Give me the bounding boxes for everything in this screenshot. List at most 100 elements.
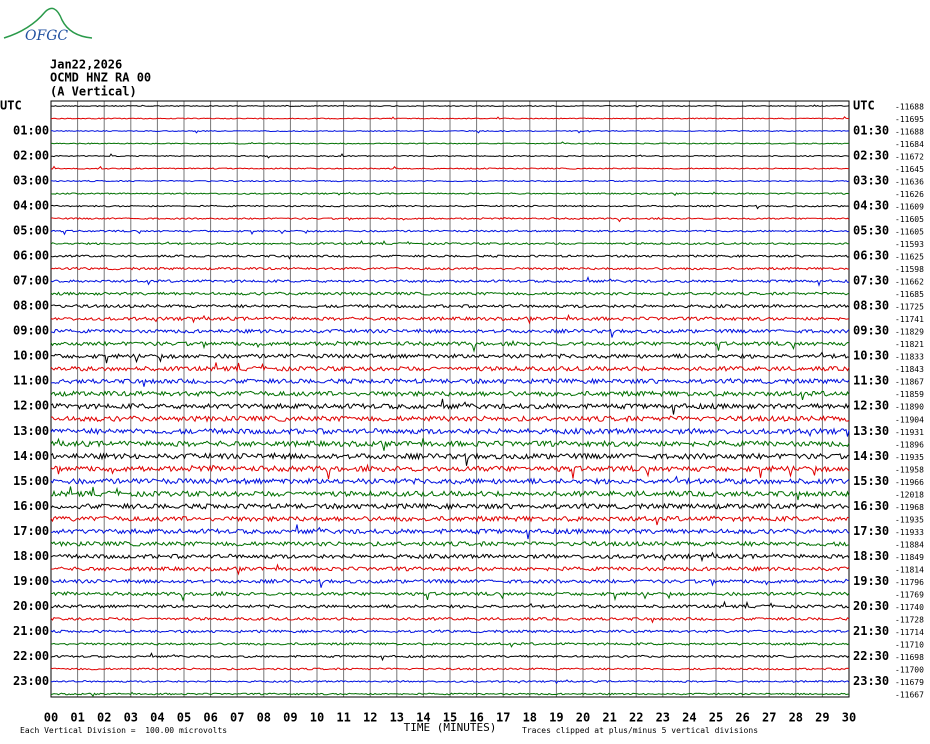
- offset-label: -11884: [895, 540, 924, 549]
- right-time-label: 10:30: [853, 349, 889, 363]
- right-time-label: 05:30: [853, 224, 889, 238]
- trace: [50, 291, 850, 296]
- right-time-label: 15:30: [853, 474, 889, 488]
- trace: [51, 104, 850, 108]
- right-time-label: 20:30: [853, 599, 889, 613]
- left-time-label: 19:00: [13, 574, 49, 588]
- left-time-label: 05:00: [13, 224, 49, 238]
- trace: [50, 616, 850, 624]
- left-time-label: 06:00: [13, 249, 49, 263]
- x-tick-label: 22: [629, 711, 643, 725]
- x-tick-label: 27: [762, 711, 776, 725]
- x-tick-label: 30: [842, 711, 856, 725]
- right-time-label: 23:30: [853, 674, 889, 688]
- x-tick-label: 16: [469, 711, 483, 725]
- trace: [50, 691, 850, 697]
- offset-label: -12018: [895, 490, 924, 499]
- offset-label: -11609: [895, 203, 924, 212]
- trace: [50, 153, 850, 159]
- x-tick-label: 24: [682, 711, 696, 725]
- trace: [50, 679, 850, 685]
- offset-label: -11626: [895, 190, 924, 199]
- offset-label: -11931: [895, 428, 924, 437]
- trace: [50, 563, 850, 576]
- x-tick-label: 14: [416, 711, 430, 725]
- x-axis-title: TIME (MINUTES): [404, 721, 497, 734]
- offset-label: -11890: [895, 403, 924, 412]
- left-time-label: 04:00: [13, 199, 49, 213]
- offset-label: -11769: [895, 590, 924, 599]
- trace: [50, 502, 850, 511]
- trace: [50, 551, 850, 563]
- left-time-label: 16:00: [13, 499, 49, 513]
- trace: [50, 427, 850, 438]
- x-tick-label: 09: [283, 711, 297, 725]
- trace: [50, 351, 850, 364]
- offset-label: -11821: [895, 340, 924, 349]
- trace: [50, 390, 850, 401]
- offset-label: -11684: [895, 140, 924, 149]
- offset-label: -11672: [895, 153, 924, 162]
- logo-text: OFGC: [25, 28, 68, 44]
- trace: [50, 578, 849, 588]
- right-time-label: 02:30: [853, 149, 889, 163]
- offset-label: -11645: [895, 165, 924, 174]
- logo-curve: [3, 7, 93, 39]
- left-time-label: 13:00: [13, 424, 49, 438]
- trace: [50, 216, 850, 223]
- left-time-label: UTC: [0, 99, 22, 113]
- offset-label: -11695: [895, 115, 924, 124]
- x-tick-label: 20: [576, 711, 590, 725]
- x-tick-label: 10: [310, 711, 324, 725]
- offset-label: -11968: [895, 503, 924, 512]
- right-time-label: 03:30: [853, 174, 889, 188]
- right-time-label: 04:30: [853, 199, 889, 213]
- offset-label: -11867: [895, 378, 924, 387]
- x-tick-label: 15: [443, 711, 457, 725]
- right-time-label: 07:30: [853, 274, 889, 288]
- right-time-label: 16:30: [853, 499, 889, 513]
- trace: [51, 486, 850, 501]
- left-time-label: 11:00: [13, 374, 49, 388]
- trace: [50, 414, 850, 423]
- left-time-label: 21:00: [13, 624, 49, 638]
- offset-label: -11725: [895, 303, 924, 312]
- offset-label: -11593: [895, 240, 924, 249]
- offset-label: -11859: [895, 390, 924, 399]
- x-tick-label: 05: [177, 711, 191, 725]
- x-tick-label: 28: [789, 711, 803, 725]
- offset-label: -11843: [895, 365, 924, 374]
- x-tick-label: 17: [496, 711, 510, 725]
- trace: [50, 165, 850, 170]
- x-tick-label: 11: [336, 711, 350, 725]
- x-tick-label: 06: [203, 711, 217, 725]
- left-time-label: 01:00: [13, 124, 49, 138]
- trace: [50, 652, 850, 662]
- trace: [50, 130, 850, 134]
- left-time-label: 09:00: [13, 324, 49, 338]
- left-time-label: 10:00: [13, 349, 49, 363]
- station: OCMD HNZ RA 00: [50, 71, 151, 85]
- left-time-label: 08:00: [13, 299, 49, 313]
- right-time-label: 11:30: [853, 374, 889, 388]
- trace: [50, 540, 850, 548]
- x-tick-label: 01: [70, 711, 84, 725]
- right-time-label: 13:30: [853, 424, 889, 438]
- x-tick-label: 23: [656, 711, 670, 725]
- trace: [50, 116, 850, 120]
- right-time-label: 14:30: [853, 449, 889, 463]
- date: Jan22,2026: [50, 58, 122, 72]
- trace: [51, 590, 850, 602]
- trace: [50, 266, 849, 271]
- trace: [50, 463, 850, 480]
- trace: [50, 303, 850, 309]
- x-tick-label: 19: [549, 711, 563, 725]
- right-time-label: 06:30: [853, 249, 889, 263]
- x-tick-label: 00: [44, 711, 58, 725]
- trace: [50, 600, 850, 609]
- offset-label: -11833: [895, 353, 924, 362]
- right-time-label: 12:30: [853, 399, 889, 413]
- offset-label: -11625: [895, 253, 924, 262]
- offset-label: -11667: [895, 690, 924, 699]
